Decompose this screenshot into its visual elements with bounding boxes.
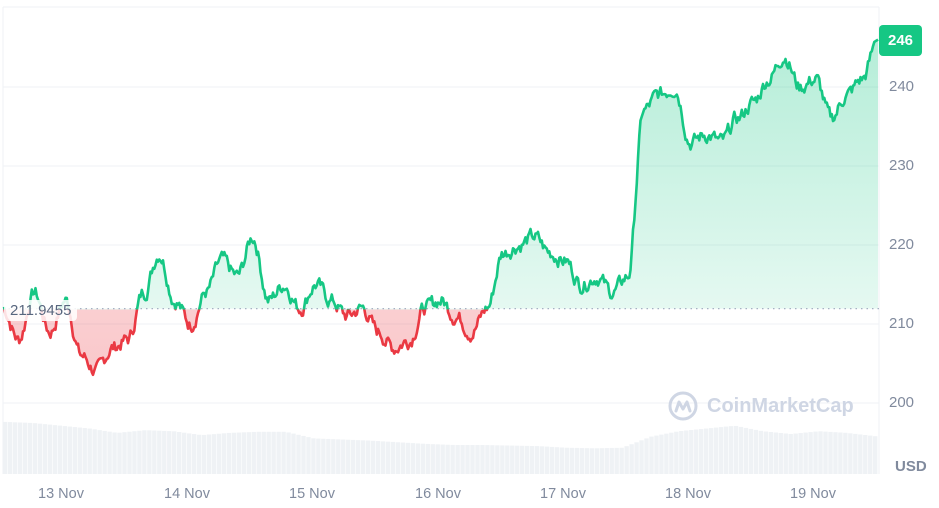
coinmarketcap-watermark: CoinMarketCap	[667, 390, 854, 422]
current-price-badge: 246	[879, 25, 922, 56]
y-tick-220: 220	[889, 236, 915, 253]
x-tick-16-nov: 16 Nov	[415, 486, 461, 502]
y-tick-230: 230	[889, 157, 915, 174]
baseline-price-label: 211.9455	[4, 300, 78, 321]
x-tick-17-nov: 17 Nov	[540, 486, 586, 502]
x-tick-14-nov: 14 Nov	[164, 486, 210, 502]
x-tick-15-nov: 15 Nov	[289, 486, 335, 502]
x-tick-13-nov: 13 Nov	[38, 486, 84, 502]
x-tick-19-nov: 19 Nov	[790, 486, 836, 502]
currency-label: USD	[895, 458, 927, 475]
y-tick-210: 210	[889, 315, 915, 332]
watermark-text: CoinMarketCap	[707, 394, 854, 417]
x-tick-18-nov: 18 Nov	[665, 486, 711, 502]
volume-bars	[3, 421, 878, 474]
price-area	[3, 39, 878, 375]
plot-frame	[2, 6, 880, 474]
y-tick-200: 200	[889, 394, 915, 411]
coinmarketcap-logo-icon	[668, 391, 698, 421]
price-line	[2, 38, 879, 377]
y-tick-240: 240	[889, 78, 915, 95]
